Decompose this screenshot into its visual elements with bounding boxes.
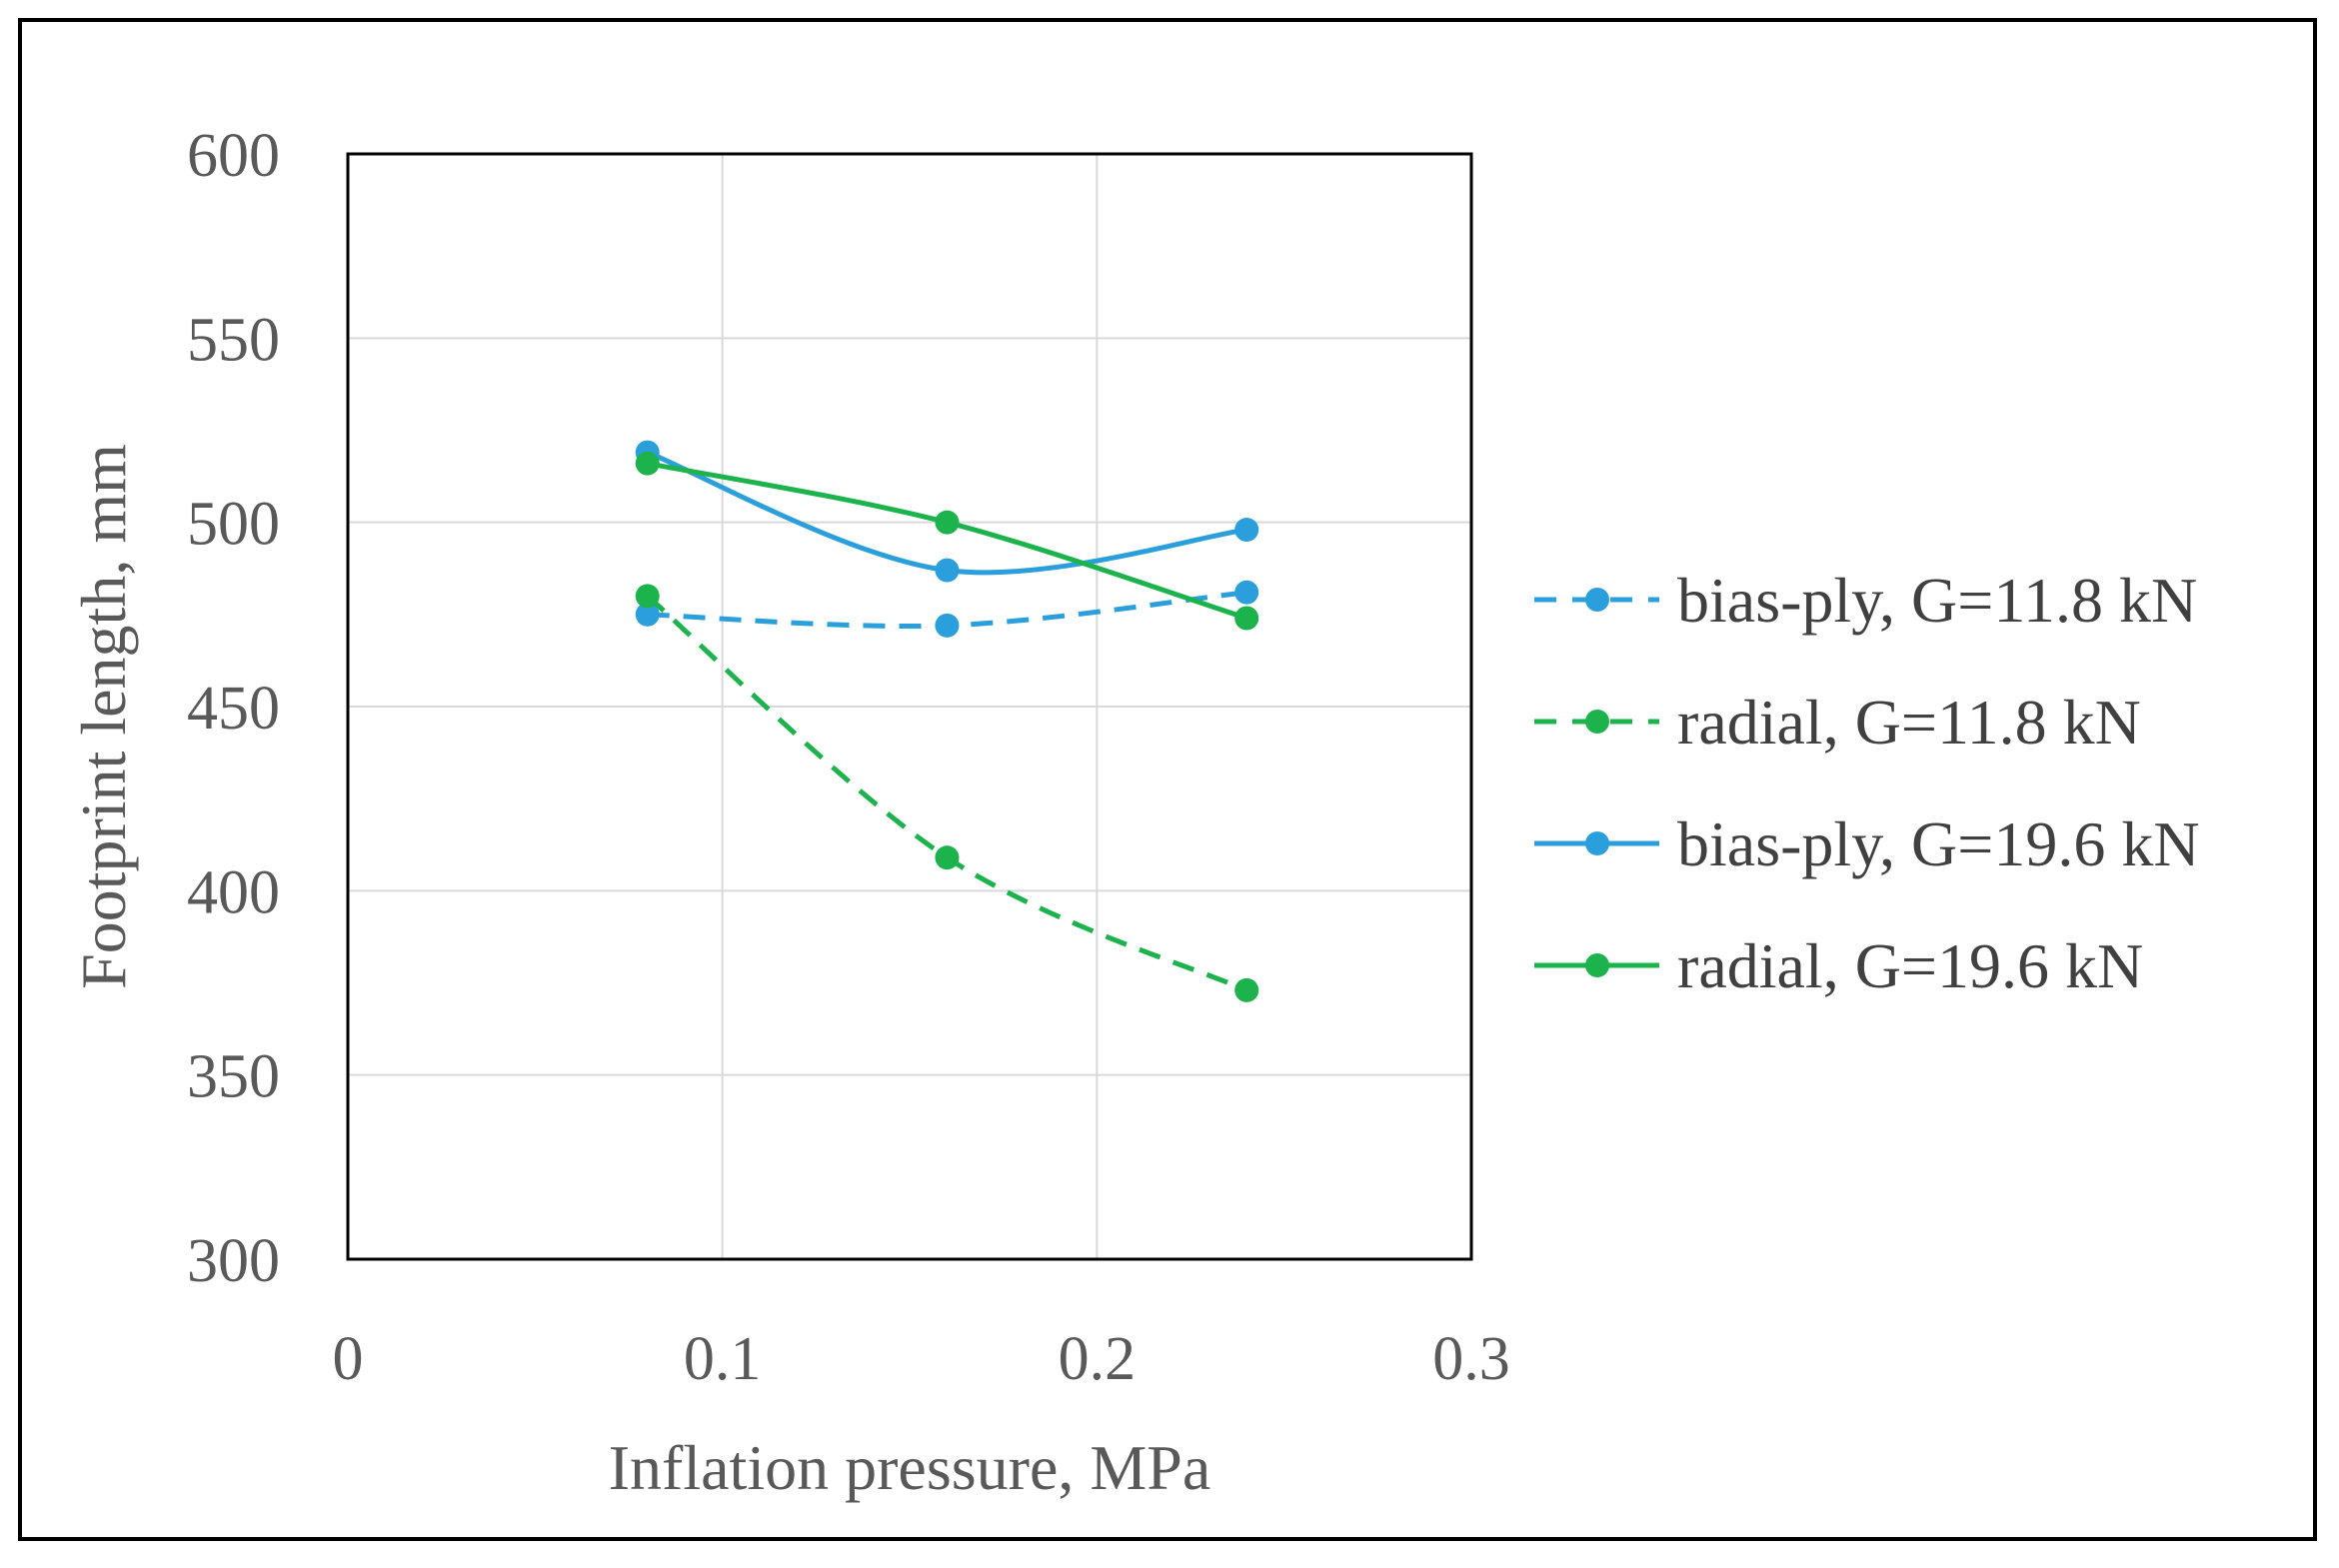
plot-area-border	[346, 152, 1473, 1261]
series-line	[647, 461, 1247, 621]
data-point	[1234, 977, 1259, 1002]
x-tick-label: 0	[333, 1325, 364, 1393]
y-tick-label: 350	[187, 1043, 280, 1111]
series-2	[635, 440, 1259, 583]
data-point	[935, 510, 960, 535]
y-tick-label: 550	[187, 306, 280, 374]
data-point	[635, 584, 660, 609]
data-point	[935, 613, 960, 638]
x-tick-label: 0.2	[1059, 1325, 1137, 1393]
series-0	[635, 580, 1259, 638]
data-point	[935, 558, 960, 583]
legend: bias-ply, G=11.8 kN radial, G=11.8 kN bias…	[1534, 565, 2200, 1001]
legend-item: bias-ply, G=19.6 kN	[1534, 808, 2200, 879]
data-point	[635, 451, 660, 476]
data-point	[1234, 580, 1259, 605]
data-point	[935, 845, 960, 870]
data-point	[1234, 518, 1259, 543]
x-axis-title: Inflation pressure, MPa	[609, 1432, 1211, 1503]
legend-item: radial, G=19.6 kN	[1534, 930, 2143, 1001]
legend-marker	[1585, 588, 1609, 612]
legend-marker	[1585, 710, 1609, 734]
legend-label: radial, G=11.8 kN	[1677, 687, 2141, 758]
y-tick-label: 400	[187, 858, 280, 926]
x-tick-labels: 0 0.1 0.2 0.3	[333, 1325, 1510, 1393]
legend-marker	[1585, 953, 1609, 977]
y-tick-label: 450	[187, 675, 280, 743]
x-tick-label: 0.3	[1432, 1325, 1510, 1393]
series-3	[635, 451, 1259, 631]
y-axis-title: Footprint length, mm	[68, 444, 139, 989]
y-tick-labels: 300 350 400 450 500 550 600	[187, 122, 280, 1295]
legend-label: bias-ply, G=11.8 kN	[1677, 565, 2197, 636]
grid	[348, 154, 1471, 1259]
series-layer	[635, 440, 1259, 1002]
legend-marker	[1585, 831, 1609, 855]
y-tick-label: 500	[187, 491, 280, 559]
y-tick-label: 300	[187, 1227, 280, 1295]
legend-item: bias-ply, G=11.8 kN	[1534, 565, 2197, 636]
x-tick-label: 0.1	[684, 1325, 762, 1393]
legend-label: radial, G=19.6 kN	[1677, 930, 2143, 1001]
chart-frame	[18, 18, 2317, 1541]
series-1	[635, 584, 1259, 1002]
y-tick-label: 600	[187, 122, 280, 190]
legend-label: bias-ply, G=19.6 kN	[1677, 808, 2200, 879]
series-line	[646, 594, 1248, 993]
data-point	[1234, 606, 1259, 631]
data-point	[635, 602, 660, 627]
legend-item: radial, G=11.8 kN	[1534, 687, 2141, 758]
